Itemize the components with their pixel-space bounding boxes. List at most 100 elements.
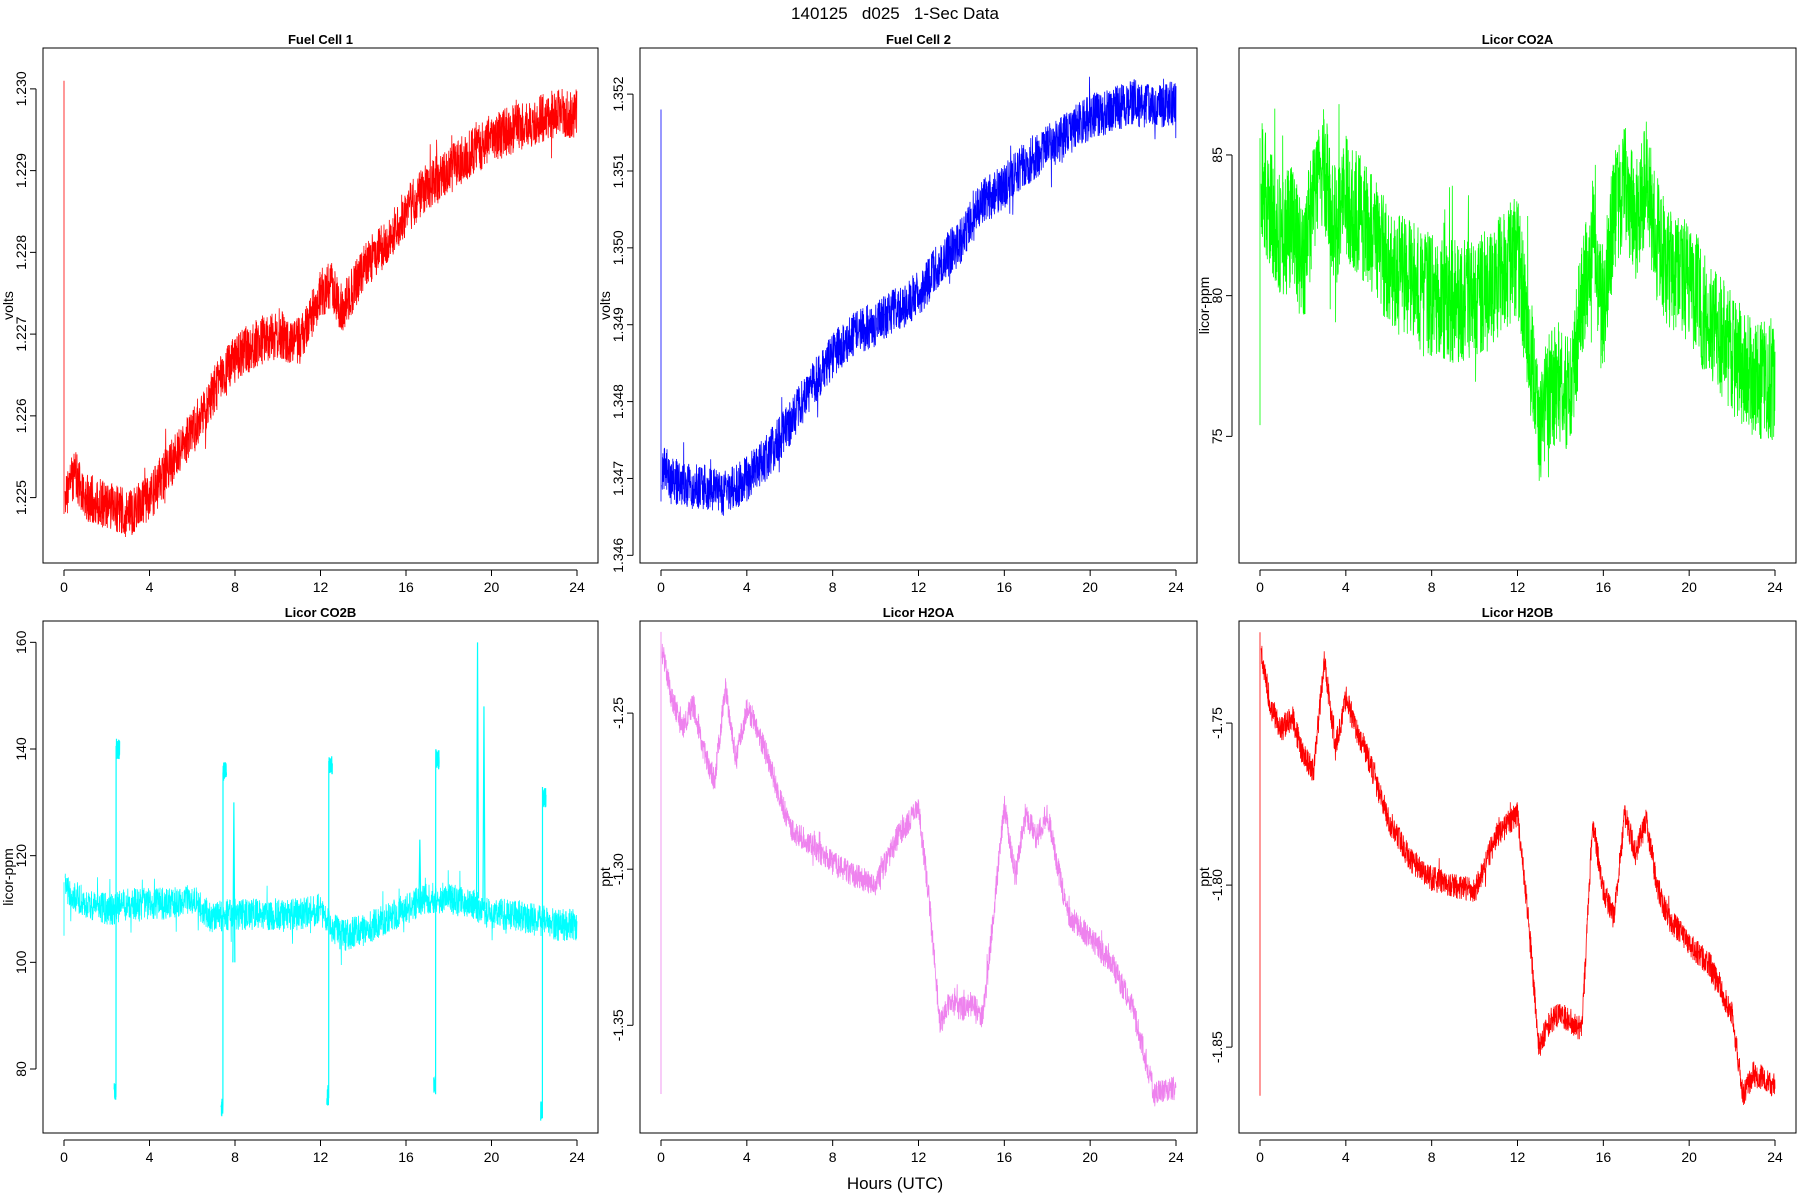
plot-frame — [639, 620, 1198, 1134]
y-tick-label: 80 — [1209, 288, 1225, 304]
y-tick-label: 1.226 — [13, 398, 29, 433]
panel-licor-h2ob: Licor H2OB ppt 0 4 8 12 16 20 24 -1.85 -1.80 -1.75 — [1196, 605, 1797, 1165]
x-tick-label: 4 — [1342, 579, 1350, 595]
series-line — [1259, 632, 1776, 1106]
x-tick-label: 20 — [1681, 1149, 1697, 1165]
calibration-excursion — [220, 762, 227, 1117]
x-tick-label: 0 — [60, 579, 68, 595]
x-tick-label: 4 — [146, 579, 154, 595]
panel-fuel-cell-2: Fuel Cell 2 volts 0 4 8 12 16 20 24 1.346 1.347 1.3… — [597, 32, 1198, 595]
x-tick-label: 12 — [313, 1149, 329, 1165]
x-tick-label: 4 — [146, 1149, 154, 1165]
plot-frame — [1238, 620, 1797, 1134]
y-tick-label: -1.75 — [1209, 707, 1225, 739]
x-tick-label: 0 — [657, 579, 665, 595]
x-axis: 0 4 8 12 16 20 24 — [60, 569, 585, 595]
figure-xlabel: Hours (UTC) — [847, 1174, 943, 1193]
series-line — [1259, 104, 1776, 481]
x-tick-label: 24 — [1168, 579, 1184, 595]
panel-title: Fuel Cell 2 — [886, 32, 951, 47]
panel-licor-h2oa: Licor H2OA ppt 0 4 8 12 16 20 24 -1.35 -1.30 -1.25 — [597, 605, 1198, 1165]
calibration-excursion — [433, 749, 440, 1095]
x-tick-label: 4 — [1342, 1149, 1350, 1165]
plot-frame — [639, 47, 1198, 564]
y-tick-label: 1.348 — [610, 384, 626, 419]
x-tick-label: 20 — [1082, 579, 1098, 595]
x-tick-label: 8 — [231, 1149, 239, 1165]
panel-title: Licor H2OB — [1482, 605, 1554, 620]
x-tick-label: 8 — [829, 579, 837, 595]
x-axis: 0 4 8 12 16 20 24 — [60, 1139, 585, 1165]
y-tick-label: -1.30 — [610, 853, 626, 885]
y-axis: 1.346 1.347 1.348 1.349 1.350 1.351 1.352 — [610, 76, 634, 573]
y-tick-label: 1.351 — [610, 153, 626, 188]
x-tick-label: 12 — [1510, 1149, 1526, 1165]
data-peak — [232, 802, 236, 963]
x-tick-label: 12 — [313, 579, 329, 595]
y-axis: -1.35 -1.30 -1.25 — [610, 697, 634, 1041]
x-tick-label: 24 — [1168, 1149, 1184, 1165]
y-tick-label: 100 — [13, 950, 29, 974]
y-tick-label: -1.35 — [610, 1009, 626, 1041]
x-tick-label: 12 — [911, 1149, 927, 1165]
series-line — [660, 631, 1177, 1107]
plot-frame — [42, 620, 599, 1134]
y-tick-label: 1.347 — [610, 461, 626, 496]
y-axis-label: ppt — [1196, 867, 1212, 887]
x-tick-label: 20 — [484, 579, 500, 595]
y-tick-label: 1.227 — [13, 316, 29, 351]
y-tick-label: 80 — [13, 1061, 29, 1077]
y-axis-label: volts — [0, 291, 16, 320]
plot-frame — [42, 47, 599, 564]
panel-title: Fuel Cell 1 — [288, 32, 353, 47]
x-tick-label: 12 — [911, 579, 927, 595]
series-line — [63, 870, 578, 966]
y-tick-label: -1.25 — [610, 697, 626, 729]
x-tick-label: 8 — [1428, 579, 1436, 595]
y-tick-label: 160 — [13, 630, 29, 654]
x-axis: 0 4 8 12 16 20 24 — [1256, 569, 1783, 595]
calibration-excursion — [326, 756, 333, 1106]
calibration-excursion — [540, 786, 547, 1121]
x-axis: 0 4 8 12 16 20 24 — [1256, 1139, 1783, 1165]
plot-frame — [1238, 47, 1797, 564]
series-line — [63, 80, 578, 538]
figure-title: 140125 d025 1-Sec Data — [791, 4, 999, 23]
panel-title: Licor H2OA — [883, 605, 955, 620]
y-tick-label: 120 — [13, 844, 29, 868]
chart-panels: Fuel Cell 1 volts 0 4 8 12 16 20 24 1.225 1.226 1.2… — [0, 32, 1797, 1165]
y-axis-label: ppt — [597, 867, 613, 887]
y-tick-label: 1.229 — [13, 153, 29, 188]
y-tick-label: 1.228 — [13, 235, 29, 270]
y-tick-label: 1.225 — [13, 480, 29, 515]
x-tick-label: 16 — [997, 1149, 1013, 1165]
x-tick-label: 24 — [1767, 579, 1783, 595]
y-tick-label: 75 — [1209, 428, 1225, 444]
y-tick-label: -1.85 — [1209, 1031, 1225, 1063]
x-tick-label: 0 — [657, 1149, 665, 1165]
x-tick-label: 8 — [1428, 1149, 1436, 1165]
x-axis: 0 4 8 12 16 20 24 — [657, 1139, 1184, 1165]
y-tick-label: 1.349 — [610, 307, 626, 342]
x-tick-label: 8 — [829, 1149, 837, 1165]
y-tick-label: 1.230 — [13, 71, 29, 106]
x-tick-label: 16 — [1596, 579, 1612, 595]
x-tick-label: 4 — [743, 579, 751, 595]
y-axis: 75 80 85 — [1209, 147, 1233, 444]
x-tick-label: 16 — [997, 579, 1013, 595]
y-tick-label: 1.346 — [610, 538, 626, 573]
y-axis-label: volts — [597, 291, 613, 320]
x-tick-label: 0 — [60, 1149, 68, 1165]
y-tick-label: 140 — [13, 737, 29, 761]
x-tick-label: 24 — [569, 579, 585, 595]
data-peak — [418, 839, 422, 910]
panel-title: Licor CO2A — [1482, 32, 1554, 47]
x-tick-label: 16 — [398, 579, 414, 595]
x-tick-label: 0 — [1256, 1149, 1264, 1165]
y-axis-label: licor-ppm — [0, 848, 16, 906]
panel-licor-co2a: Licor CO2A licor-ppm 0 4 8 12 16 20 24 75 80 85 — [1196, 32, 1797, 595]
panel-licor-co2b: Licor CO2B licor-ppm 0 4 8 12 16 20 24 80 100 120 14… — [0, 605, 599, 1165]
